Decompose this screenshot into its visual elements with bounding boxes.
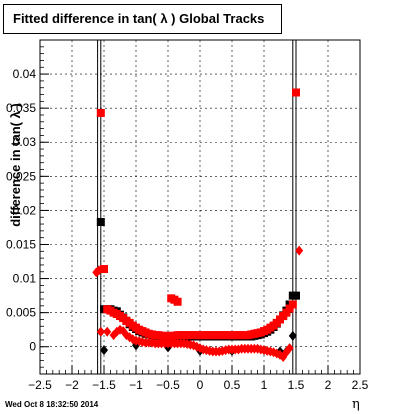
x-tick-label: 1 bbox=[261, 378, 268, 392]
data-point-diamond bbox=[103, 326, 112, 337]
data-point-diamond bbox=[94, 265, 103, 276]
data-point-square bbox=[285, 304, 294, 313]
data-point-diamond bbox=[96, 326, 105, 337]
data-point-square bbox=[96, 108, 105, 117]
y-tick-label: 0.03 bbox=[13, 135, 37, 149]
y-tick-label: 0.01 bbox=[13, 272, 37, 286]
data-point-square bbox=[288, 300, 297, 309]
y-axis-ticks: 0 0.005 0.01 0.015 0.02 0.025 0.03 0.035 0.04 bbox=[6, 46, 49, 375]
data-point-square bbox=[282, 308, 291, 317]
data-point-square bbox=[100, 265, 108, 274]
x-tick-label: 0.5 bbox=[224, 378, 241, 392]
y-tick-label: 0.025 bbox=[6, 169, 36, 183]
x-tick-label: 2.5 bbox=[352, 378, 369, 392]
data-point-square bbox=[292, 291, 300, 300]
data-point-square bbox=[292, 88, 300, 97]
x-tick-label: 2 bbox=[325, 378, 332, 392]
x-axis-label: η bbox=[352, 397, 360, 412]
y-tick-label: 0.015 bbox=[6, 237, 36, 251]
timestamp: Wed Oct 8 18:32:50 2014 bbox=[5, 400, 99, 409]
series-4 bbox=[167, 294, 182, 306]
x-tick-label: 1.5 bbox=[288, 378, 305, 392]
x-axis-ticks: −2.5 −2 −1.5 −1 −0.5 0 0.5 1 1.5 2 2.5 bbox=[28, 365, 369, 392]
x-tick-label: −0.5 bbox=[156, 378, 180, 392]
data-point-diamond bbox=[285, 343, 294, 354]
y-tick-label: 0 bbox=[29, 340, 36, 354]
y-axis-label: difference in tan( λ ) bbox=[8, 103, 23, 227]
data-point-diamond bbox=[288, 330, 297, 341]
x-tick-label: −1 bbox=[129, 378, 143, 392]
grid bbox=[40, 40, 360, 374]
series-2 bbox=[96, 88, 300, 340]
x-tick-label: −1.5 bbox=[92, 378, 116, 392]
data-point-diamond bbox=[295, 245, 304, 256]
data-series bbox=[92, 88, 304, 362]
data-point-square bbox=[96, 217, 105, 226]
series-3 bbox=[92, 245, 304, 362]
chart-title: Fitted difference in tan( λ ) Global Tra… bbox=[3, 4, 282, 34]
data-point-diamond bbox=[100, 345, 108, 356]
x-tick-label: −2.5 bbox=[28, 378, 52, 392]
y-tick-label: 0.005 bbox=[6, 306, 36, 320]
y-tick-label: 0.035 bbox=[6, 101, 36, 115]
y-tick-label: 0.02 bbox=[13, 203, 37, 217]
x-tick-label: 0 bbox=[197, 378, 204, 392]
x-tick-label: −2 bbox=[65, 378, 79, 392]
y-tick-label: 0.04 bbox=[13, 67, 37, 81]
data-point-square bbox=[173, 297, 182, 306]
